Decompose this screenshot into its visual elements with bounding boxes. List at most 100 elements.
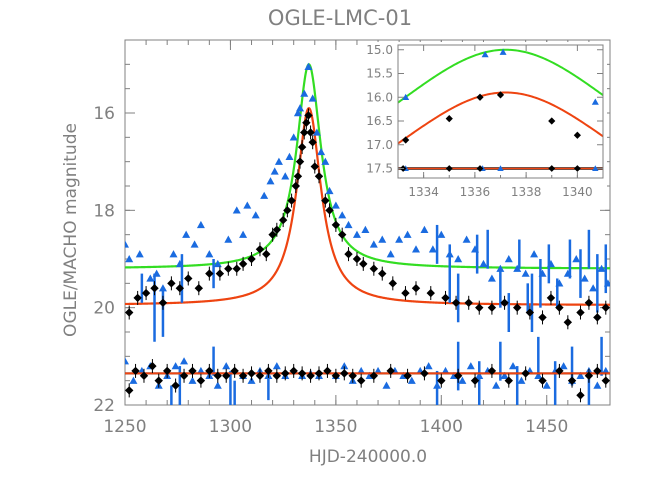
- ogle-point: [230, 366, 239, 376]
- y-tick-label: 22: [93, 396, 115, 416]
- ogle-point: [255, 371, 265, 380]
- macho-point: [338, 211, 347, 219]
- ogle-point: [205, 269, 214, 278]
- inset-ogle-point: [548, 117, 556, 125]
- ogle-point: [487, 303, 497, 312]
- ogle-point: [308, 138, 317, 147]
- ogle-point: [194, 284, 204, 293]
- ogle-point: [306, 371, 315, 380]
- macho-point: [135, 250, 144, 258]
- x-tick-label: 1450: [525, 417, 568, 437]
- x-axis-label: HJD-240000.0: [309, 447, 427, 467]
- ogle-point: [287, 196, 296, 205]
- macho-point: [546, 259, 555, 268]
- macho-point: [317, 147, 326, 156]
- macho-point: [504, 255, 513, 263]
- macho-point: [542, 381, 551, 389]
- macho-point: [593, 381, 602, 389]
- macho-point: [224, 235, 233, 243]
- ogle-point: [437, 376, 446, 385]
- macho-point: [340, 362, 349, 370]
- ogle-point: [359, 259, 368, 269]
- ogle-point: [297, 142, 307, 152]
- macho-point: [412, 245, 420, 253]
- fit-curve: [125, 63, 610, 270]
- macho-point: [344, 220, 353, 229]
- macho-point: [555, 279, 564, 287]
- macho-point: [466, 362, 475, 370]
- ogle-point: [369, 264, 379, 273]
- ogle-point: [601, 303, 610, 312]
- macho-point: [445, 250, 454, 258]
- ogle-point: [268, 230, 277, 239]
- ogle-point: [213, 371, 222, 380]
- inset-macho-point: [499, 48, 507, 55]
- macho-point: [205, 250, 214, 258]
- macho-point: [182, 230, 191, 238]
- inset-x-tick-label: 1340: [562, 185, 593, 199]
- macho-point: [563, 269, 572, 277]
- macho-point: [603, 279, 610, 287]
- macho-point: [243, 201, 252, 209]
- macho-point: [260, 191, 269, 199]
- macho-point: [239, 230, 248, 238]
- macho-point: [462, 235, 471, 243]
- macho-point: [437, 230, 446, 238]
- ogle-point: [293, 172, 303, 181]
- macho-point: [274, 157, 283, 165]
- macho-point: [597, 264, 606, 272]
- macho-point: [420, 225, 429, 233]
- ogle-point: [513, 303, 522, 312]
- macho-point: [500, 371, 509, 379]
- macho-point: [325, 186, 334, 195]
- inset-x-tick-label: 1338: [511, 185, 542, 199]
- ogle-point: [289, 366, 298, 376]
- ogle-point: [593, 313, 602, 322]
- inset-ogle-point: [445, 115, 453, 123]
- macho-point: [272, 362, 281, 370]
- ogle-point: [344, 249, 353, 259]
- inset-macho-point: [592, 165, 599, 172]
- inset-background: [364, 42, 607, 207]
- macho-point: [458, 376, 467, 384]
- inset-x-tick-label: 1334: [408, 185, 439, 199]
- x-tick-label: 1250: [103, 417, 146, 437]
- macho-point: [509, 362, 517, 370]
- chart-title: OGLE-LMC-01: [268, 6, 412, 30]
- macho-point: [530, 250, 539, 258]
- macho-point: [293, 109, 302, 117]
- macho-point: [169, 250, 178, 258]
- ogle-point: [141, 288, 151, 298]
- macho-point: [601, 366, 610, 375]
- macho-point: [312, 128, 321, 136]
- macho-point: [433, 381, 442, 389]
- ogle-point: [369, 371, 379, 380]
- macho-point: [190, 240, 199, 248]
- ogle-point: [576, 308, 585, 317]
- macho-point: [382, 381, 391, 389]
- ogle-point: [348, 371, 357, 380]
- ogle-point: [255, 245, 265, 254]
- ogle-point: [563, 318, 573, 327]
- inset-plot: 1334 1336 1338 1340 15.0 15.5 16.0 16.5 17.0 17.5: [364, 42, 607, 207]
- macho-point: [576, 371, 585, 379]
- macho-point: [361, 225, 370, 233]
- ogle-point: [411, 284, 421, 293]
- ogle-point: [403, 371, 412, 380]
- macho-point: [222, 362, 231, 370]
- ogle-point: [291, 181, 301, 191]
- ogle-point: [264, 366, 273, 376]
- ogle-point: [171, 381, 180, 390]
- ogle-point: [150, 284, 159, 293]
- ogle-point: [131, 366, 140, 376]
- ogle-point: [555, 366, 564, 376]
- inset-macho-point: [591, 98, 599, 105]
- ogle-point: [154, 376, 163, 385]
- ogle-point: [331, 220, 341, 230]
- ogle-point: [521, 369, 530, 378]
- macho-point: [492, 381, 501, 389]
- macho-point: [270, 167, 279, 175]
- ogle-point: [567, 376, 577, 385]
- macho-point: [407, 376, 416, 384]
- macho-point: [321, 157, 330, 165]
